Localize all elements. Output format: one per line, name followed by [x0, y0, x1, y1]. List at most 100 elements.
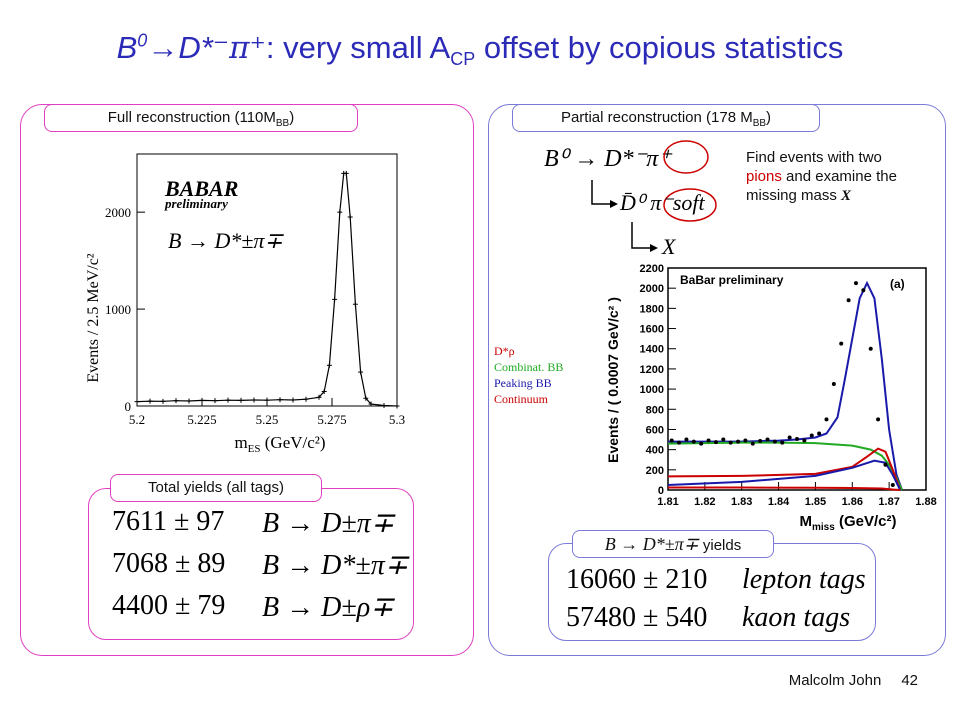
y-tick-label: 1000 — [105, 302, 131, 317]
data-point — [728, 440, 733, 445]
fit-component-5 — [668, 486, 901, 491]
chart-title: BaBar preliminary — [680, 273, 784, 287]
y-tick-label: 200 — [646, 465, 664, 477]
full-reconstruction-tab: Full reconstruction (110MBB) — [44, 104, 358, 132]
x-tick-label: 5.225 — [187, 412, 216, 427]
data-point — [706, 438, 711, 443]
x-tick-label: 1.82 — [694, 496, 715, 508]
data-point — [721, 437, 726, 442]
data-point — [876, 417, 881, 422]
y-tick-label: 1400 — [640, 344, 664, 356]
x-axis-label: mES (GeV/c²) — [234, 433, 325, 455]
babar-logo: BABAR — [164, 176, 238, 201]
y-tick-label: 0 — [125, 399, 132, 414]
y-axis-label: Events / ( 0.0007 GeV/c² ) — [605, 297, 621, 463]
lepton-tags-label: lepton tags — [742, 564, 866, 595]
data-point — [699, 441, 704, 446]
x-tick-label: 5.3 — [389, 412, 405, 427]
mes-histogram: 5.2 5.225 5.25 5.275 5.3 0 1000 2000 Events / 2… — [85, 153, 405, 455]
y-tick-label: 800 — [646, 404, 664, 416]
yield-row-3-decay: B → D±ρ∓ — [262, 592, 394, 623]
y-tick-label: 1600 — [640, 324, 664, 336]
yields-tab: B → D*±π∓ yields — [572, 530, 774, 558]
data-point — [883, 462, 888, 467]
fit-component-4 — [667, 459, 902, 491]
data-point — [758, 439, 763, 444]
mmiss-histogram: 1.81 1.82 1.83 1.84 1.85 1.86 1.87 1.88 0 200 400 6… — [605, 263, 937, 533]
data-point — [691, 439, 696, 444]
y-tick-label: 2000 — [105, 205, 131, 220]
babar-preliminary: preliminary — [164, 196, 228, 211]
x-axis-label: Mmiss (GeV/c²) — [800, 513, 897, 533]
x-tick-label: 1.87 — [878, 496, 899, 508]
yield-row-1-decay: B → D±π∓ — [262, 508, 395, 539]
data-point — [890, 482, 895, 487]
yield-row-3-value: 4400 ± 79 — [112, 590, 226, 621]
y-tick-label: 1800 — [640, 303, 664, 315]
data-point — [831, 382, 836, 387]
plot-frame — [667, 267, 927, 491]
x-tick-label: 1.86 — [842, 496, 863, 508]
y-tick-label: 1200 — [640, 364, 664, 376]
x-tick-label: 1.83 — [731, 496, 752, 508]
x-tick-label: 1.84 — [768, 496, 790, 508]
decay-chain-line2: D̄⁰ π⁻soft — [620, 190, 705, 215]
data-point — [846, 298, 851, 303]
total-yields-tab: Total yields (all tags) — [110, 474, 322, 502]
data-point — [839, 341, 844, 346]
decay-chain-arrows — [591, 140, 717, 252]
kaon-tags-label: kaon tags — [742, 602, 851, 633]
data-point — [669, 438, 674, 443]
data-point — [787, 435, 792, 440]
slide-title: B0→D*⁻π⁺: very small ACP offset by copio… — [116, 30, 844, 70]
fit-component-3 — [667, 447, 902, 491]
decay-chain-line3: X — [662, 234, 676, 259]
data-point — [713, 440, 718, 445]
footer: Malcolm John 42 — [789, 672, 918, 689]
decay-chain-line1: B⁰ → D*⁻π⁺ — [544, 146, 671, 172]
legend-combinatoric: Combinat. BB — [494, 360, 564, 374]
partial-reconstruction-tab: Partial reconstruction (178 MBB) — [512, 104, 820, 132]
y-tick-label: 400 — [646, 445, 664, 457]
x-tick-label: 1.81 — [657, 496, 678, 508]
x-tick-label: 1.88 — [915, 496, 936, 508]
data-point — [809, 433, 814, 438]
data-point — [861, 288, 866, 293]
x-tick-label: 5.25 — [256, 412, 279, 427]
y-tick-label: 600 — [646, 424, 664, 436]
yield-row-2-value: 7068 ± 89 — [112, 548, 226, 579]
yield-row-1-value: 7611 ± 97 — [112, 506, 225, 537]
y-tick-label: 2200 — [640, 263, 664, 275]
y-axis-label: Events / 2.5 MeV/c² — [85, 253, 102, 382]
page-number: 42 — [901, 672, 918, 689]
x-tick-label: 1.85 — [805, 496, 826, 508]
data-point — [868, 346, 873, 351]
panel-label: (a) — [890, 277, 905, 291]
decay-label: B → D*±π∓ — [168, 228, 284, 253]
x-tick-label: 5.2 — [129, 412, 145, 427]
x-tick-label: 5.275 — [317, 412, 346, 427]
legend-dstar-rho: D*ρ — [494, 344, 515, 358]
data-point — [736, 439, 741, 444]
data-point — [765, 437, 770, 442]
legend-peaking: Peaking BB — [494, 376, 552, 390]
footer-author: Malcolm John — [788, 672, 882, 689]
data-point — [824, 417, 829, 422]
data-point — [750, 441, 755, 446]
data-point — [772, 439, 777, 444]
y-tick-label: 0 — [658, 485, 664, 497]
method-note: Find events with two pions and examine t… — [746, 149, 897, 204]
data-point — [743, 438, 748, 443]
y-tick-label: 2000 — [640, 283, 664, 295]
y-tick-label: 1000 — [640, 384, 664, 396]
data-point — [795, 437, 799, 442]
data-point — [853, 281, 858, 286]
data-point — [684, 437, 689, 442]
data-point — [802, 438, 807, 443]
fit-component-1 — [668, 280, 903, 491]
legend-continuum: Continuum — [494, 392, 549, 406]
kaon-yield-value: 57480 ± 540 — [566, 602, 708, 633]
fit-curve — [136, 172, 398, 407]
yield-row-2-decay: B → D*±π∓ — [262, 550, 409, 581]
data-point — [677, 440, 682, 445]
